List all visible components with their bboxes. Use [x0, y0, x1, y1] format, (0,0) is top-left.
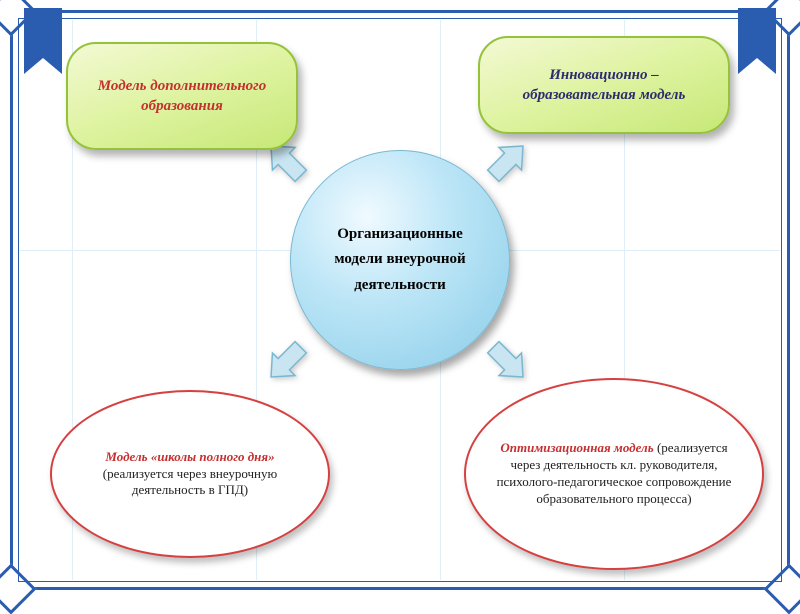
node-top-left-label: Модель дополнительного образования — [90, 76, 274, 117]
node-bottom-left-body: (реализуется через внеурочную деятельнос… — [103, 466, 277, 498]
ribbon-ornament-left — [24, 8, 62, 58]
center-node-label: Организационные модели внеурочной деятел… — [321, 222, 479, 299]
node-top-right: Инновационно – образовательная модель — [478, 36, 730, 134]
ribbon-ornament-right — [738, 8, 776, 58]
node-top-right-label: Инновационно – образовательная модель — [502, 65, 706, 106]
node-bottom-left: Модель «школы полного дня» (реализуется … — [50, 390, 330, 558]
center-node: Организационные модели внеурочной деятел… — [290, 150, 510, 370]
node-bottom-right: Оптимизационная модель (реализуется чере… — [464, 378, 764, 570]
node-bottom-left-title: Модель «школы полного дня» — [105, 449, 274, 464]
arrow-down-right-icon — [478, 332, 534, 388]
arrow-up-right-icon — [478, 135, 534, 191]
arrow-down-left-icon — [260, 332, 316, 388]
node-top-left: Модель дополнительного образования — [66, 42, 298, 150]
node-bottom-right-title: Оптимизационная модель — [500, 440, 653, 455]
